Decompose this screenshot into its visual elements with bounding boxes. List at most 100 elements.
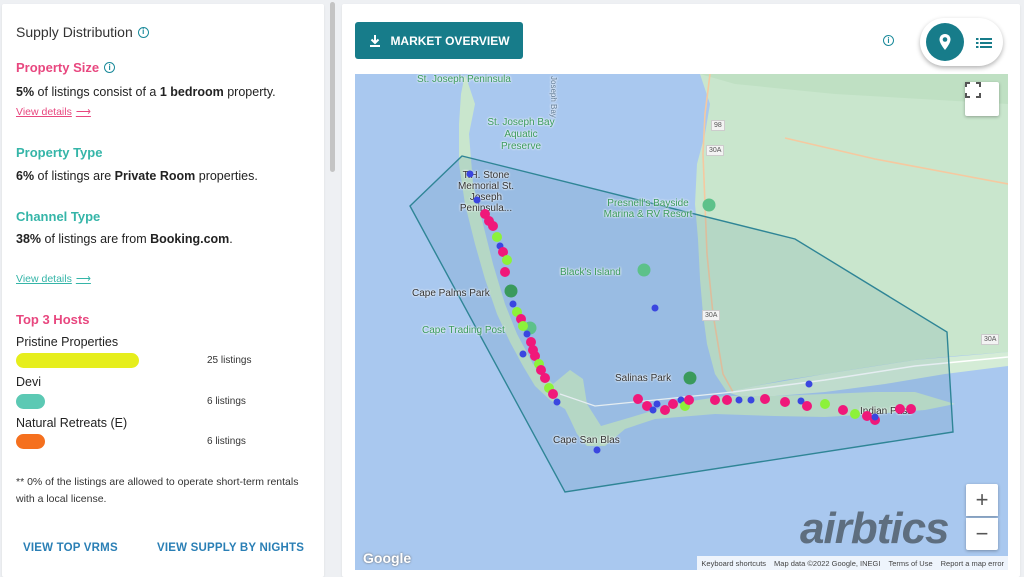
arrow-right-icon: ⟶ xyxy=(75,106,91,118)
host-listing-count: 6 listings xyxy=(207,436,246,447)
listing-marker[interactable] xyxy=(649,406,657,414)
listing-marker[interactable] xyxy=(660,405,670,415)
listing-marker[interactable] xyxy=(710,395,720,405)
listing-marker[interactable] xyxy=(838,405,848,415)
map-label: T.H. Stone Memorial St. Joseph Peninsula… xyxy=(457,170,515,214)
listing-marker[interactable] xyxy=(642,401,652,411)
report-error-link[interactable]: Report a map error xyxy=(940,558,1004,568)
listing-marker[interactable] xyxy=(871,413,879,421)
listing-marker[interactable] xyxy=(684,395,694,405)
terms-of-use-link[interactable]: Terms of Use xyxy=(888,558,933,568)
listing-marker[interactable] xyxy=(518,321,528,331)
listing-marker[interactable] xyxy=(488,221,498,231)
map-label: Cape Palms Park xyxy=(412,288,490,299)
map-data-text: Map data ©2022 Google, INEGI xyxy=(774,558,881,568)
road-shield: 30A xyxy=(702,310,721,321)
listing-marker[interactable] xyxy=(805,380,813,388)
listing-marker[interactable] xyxy=(797,397,805,405)
map-label: St. Joseph Bay Aquatic Preserve xyxy=(487,117,555,152)
listing-marker[interactable] xyxy=(906,404,916,414)
listing-marker[interactable] xyxy=(633,394,643,404)
map-pin-icon xyxy=(939,34,951,50)
info-icon[interactable]: i xyxy=(104,62,116,73)
listing-marker[interactable] xyxy=(523,330,531,338)
map-label: Cape San Blas xyxy=(553,435,620,446)
google-logo: Google xyxy=(363,550,412,566)
top-hosts-heading: Top 3 Hosts xyxy=(16,312,90,327)
map-label: Cape Trading Post xyxy=(422,325,505,336)
listing-marker[interactable] xyxy=(653,400,661,408)
listing-marker[interactable] xyxy=(526,337,536,347)
listing-marker[interactable] xyxy=(466,170,474,178)
tree-marker-icon[interactable] xyxy=(683,371,697,387)
property-size-view-details-link[interactable]: View details ⟶ xyxy=(16,106,91,118)
map-view-button[interactable] xyxy=(926,23,964,61)
listing-marker[interactable] xyxy=(820,399,830,409)
poi-marker-icon[interactable] xyxy=(637,263,651,279)
zoom-in-button[interactable]: + xyxy=(966,484,998,516)
listings-map[interactable]: St. Joseph Peninsula Joseph Bay St. Jose… xyxy=(355,74,1008,570)
host-name: Devi xyxy=(16,375,42,389)
host-listing-count: 6 listings xyxy=(207,396,246,407)
listing-marker[interactable] xyxy=(735,396,743,404)
listing-marker[interactable] xyxy=(895,404,905,414)
keyboard-shortcuts-link[interactable]: Keyboard shortcuts xyxy=(701,558,767,568)
listing-marker[interactable] xyxy=(548,389,558,399)
map-label: St. Joseph Peninsula xyxy=(417,74,511,85)
map-label: Indian Pass xyxy=(860,406,913,417)
airbtics-watermark: airbtics xyxy=(800,504,950,553)
listing-marker[interactable] xyxy=(500,267,510,277)
listing-marker[interactable] xyxy=(722,395,732,405)
listing-marker[interactable] xyxy=(473,196,481,204)
listing-marker[interactable] xyxy=(536,365,546,375)
listing-marker[interactable] xyxy=(651,304,659,312)
host-listing-count: 25 listings xyxy=(207,355,252,366)
listing-marker[interactable] xyxy=(747,396,755,404)
map-panel: MARKET OVERVIEW i xyxy=(342,4,1020,577)
listing-marker[interactable] xyxy=(540,373,550,383)
listing-markers-layer[interactable] xyxy=(355,74,1008,570)
listing-marker[interactable] xyxy=(502,255,512,265)
property-size-heading: Property Size i xyxy=(16,60,116,75)
view-supply-by-nights-button[interactable]: VIEW SUPPLY BY NIGHTS xyxy=(157,542,305,554)
tree-marker-icon[interactable] xyxy=(504,284,518,300)
listing-marker[interactable] xyxy=(593,446,601,454)
listing-marker[interactable] xyxy=(509,300,517,308)
channel-type-heading: Channel Type xyxy=(16,209,101,224)
supply-distribution-panel: Supply Distribution i Property Size i 5%… xyxy=(2,4,324,577)
info-icon[interactable]: i xyxy=(137,26,149,38)
listing-marker[interactable] xyxy=(492,232,502,242)
arrow-right-icon: ⟶ xyxy=(75,273,91,285)
channel-type-text: 38% of listings are from Booking.com. xyxy=(16,232,233,246)
property-type-heading: Property Type xyxy=(16,145,103,160)
host-share-bar xyxy=(16,353,139,368)
panel-title: Supply Distribution i xyxy=(16,24,149,40)
info-icon[interactable]: i xyxy=(883,35,894,46)
listing-marker[interactable] xyxy=(802,401,812,411)
channel-type-view-details-link[interactable]: View details ⟶ xyxy=(16,273,91,285)
listing-marker[interactable] xyxy=(760,394,770,404)
market-overview-button[interactable]: MARKET OVERVIEW xyxy=(355,22,523,59)
listing-marker[interactable] xyxy=(519,350,527,358)
download-icon xyxy=(370,34,381,47)
road-shield: 30A xyxy=(706,145,725,156)
listing-marker[interactable] xyxy=(530,351,540,361)
listing-marker[interactable] xyxy=(668,399,678,409)
listing-marker[interactable] xyxy=(862,411,872,421)
road-shield: 98 xyxy=(711,120,725,131)
listing-marker[interactable] xyxy=(780,397,790,407)
zoom-out-button[interactable]: − xyxy=(966,518,998,550)
scrollbar[interactable] xyxy=(330,2,335,172)
host-name: Pristine Properties xyxy=(16,335,119,349)
road-shield: 30A xyxy=(981,334,1000,345)
host-share-bar xyxy=(16,394,45,409)
view-toggle[interactable] xyxy=(920,18,1003,66)
listing-marker[interactable] xyxy=(498,247,508,257)
map-canvas[interactable] xyxy=(355,74,1008,570)
poi-marker-icon[interactable] xyxy=(702,198,716,214)
list-view-button[interactable] xyxy=(972,31,996,55)
listing-marker[interactable] xyxy=(850,409,860,419)
fullscreen-button[interactable] xyxy=(965,82,999,116)
listing-marker[interactable] xyxy=(553,398,561,406)
view-top-vrms-button[interactable]: VIEW TOP VRMS xyxy=(23,542,118,554)
